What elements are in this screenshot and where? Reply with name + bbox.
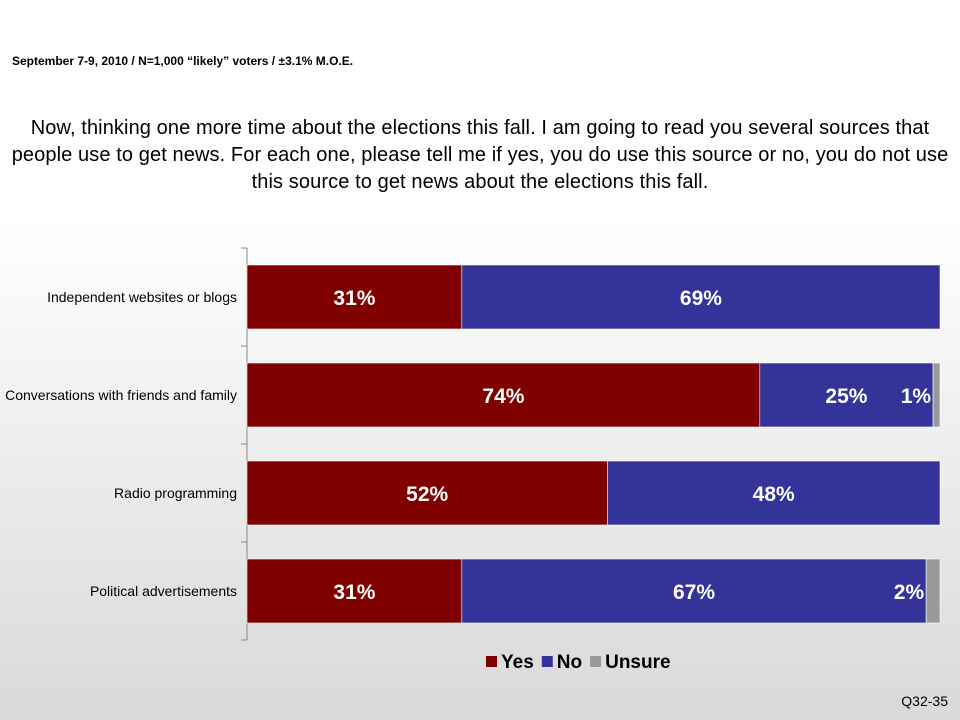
value-label-yes-4: 31% (333, 581, 375, 604)
bar-yes-3 (246, 460, 608, 526)
value-label-yes-2: 74% (482, 385, 524, 408)
legend-label-no: No (557, 652, 582, 673)
bar-unsure-4 (925, 558, 941, 624)
value-label-no-1: 69% (680, 287, 722, 310)
bar-no-1 (461, 264, 941, 330)
category-label-3: Radio programming (114, 485, 237, 501)
question-code: Q32-35 (901, 693, 948, 709)
value-label-no-4: 67% (673, 581, 715, 604)
legend: Yes No Unsure (486, 652, 671, 673)
bar-no-3 (607, 460, 941, 526)
question-text: Now, thinking one more time about the el… (11, 117, 949, 193)
category-label-1: Independent websites or blogs (47, 289, 237, 305)
legend-swatch-unsure (590, 656, 602, 667)
value-label-no-3: 48% (753, 483, 795, 506)
value-label-unsure-4: 2% (894, 581, 925, 604)
category-label-2: Conversations with friends and family (5, 387, 237, 403)
value-label-yes-3: 52% (406, 483, 448, 506)
bar-unsure-2 (932, 362, 941, 428)
category-label-4: Political advertisements (90, 583, 237, 599)
bar-yes-2 (246, 362, 761, 428)
value-label-yes-1: 31% (333, 287, 375, 310)
legend-label-yes: Yes (501, 652, 534, 673)
chart-bars: 31% 69% 74% 25% 1% 52% 48% 31% 67% 2% (246, 264, 941, 624)
survey-info: September 7-9, 2010 / N=1,000 “likely” v… (12, 54, 354, 68)
legend-swatch-no (541, 656, 553, 667)
legend-swatch-yes (486, 656, 497, 667)
chart-axis (241, 247, 248, 641)
bar-yes-4 (246, 558, 463, 624)
legend-label-unsure: Unsure (605, 652, 670, 673)
bar-no-2 (759, 362, 934, 428)
value-label-no-2: 25% (825, 385, 867, 408)
bar-no-4 (461, 558, 927, 624)
bar-yes-1 (246, 264, 463, 330)
value-label-unsure-2: 1% (901, 385, 932, 408)
category-labels: Independent websites or blogs Conversatio… (5, 289, 237, 599)
